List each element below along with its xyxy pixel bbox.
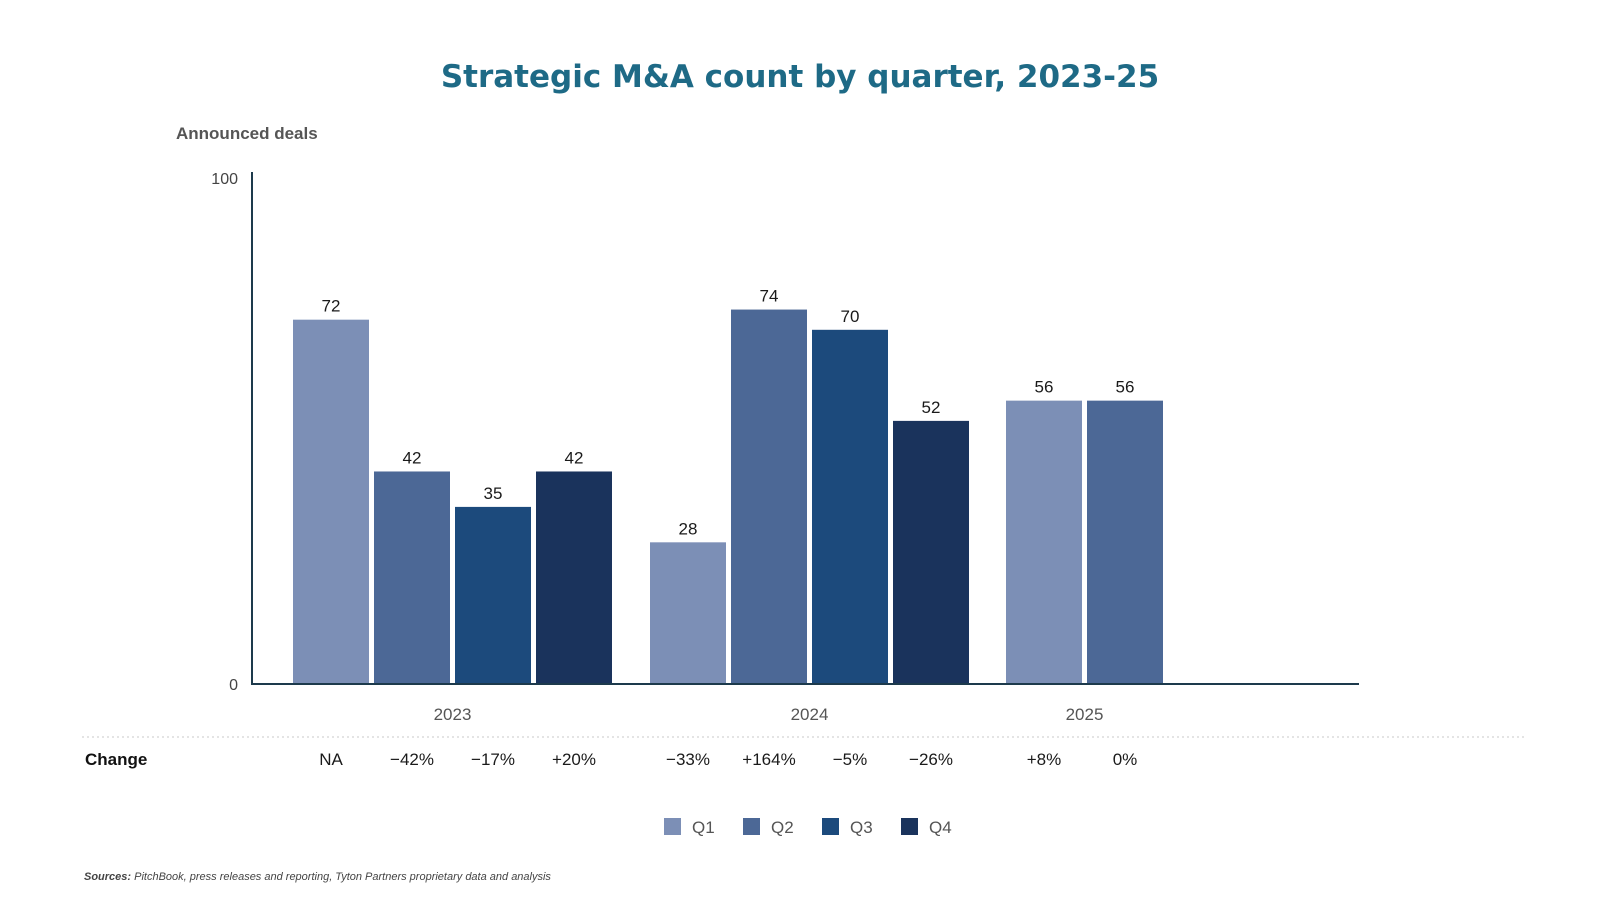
change-value: NA xyxy=(319,750,343,769)
bar-2024-q4 xyxy=(893,420,969,684)
bar-value-label: 52 xyxy=(922,398,941,417)
legend-label-q2: Q2 xyxy=(771,818,794,837)
bar-value-label: 56 xyxy=(1035,378,1054,397)
change-value: −17% xyxy=(471,750,515,769)
bar-2023-q4 xyxy=(536,471,612,684)
group-labels: 2023 2024 2025 xyxy=(434,705,1104,724)
x-group-label: 2023 xyxy=(434,705,472,724)
bar-2025-q2 xyxy=(1087,400,1163,684)
y-axis-label: Announced deals xyxy=(176,124,318,143)
bar-value-label: 74 xyxy=(760,287,779,306)
x-group-label: 2024 xyxy=(791,705,829,724)
sources-label: Sources: xyxy=(84,871,131,883)
y-tick-label: 0 xyxy=(229,677,238,694)
bar-value-label: 56 xyxy=(1116,378,1135,397)
change-value: +164% xyxy=(742,750,795,769)
bar-value-label: 35 xyxy=(484,484,503,503)
sources-text: PitchBook, press releases and reporting,… xyxy=(134,871,551,883)
legend-label-q3: Q3 xyxy=(850,818,873,837)
legend: Q1 Q2 Q3 Q4 xyxy=(664,818,952,837)
bar-2025-q1 xyxy=(1006,400,1082,684)
change-value: +8% xyxy=(1027,750,1062,769)
value-labels: 72 42 35 42 28 74 70 52 56 56 xyxy=(322,287,1135,539)
y-axis-ticks: 0 100 xyxy=(211,171,238,694)
bar-2023-q2 xyxy=(374,471,450,684)
bar-2024-q1 xyxy=(650,542,726,684)
bar-2024-q2 xyxy=(731,309,807,684)
bar-value-label: 72 xyxy=(322,297,341,316)
bar-2024-q3 xyxy=(812,329,888,684)
change-value: 0% xyxy=(1113,750,1138,769)
y-tick-label: 100 xyxy=(211,171,238,188)
change-value: −26% xyxy=(909,750,953,769)
bar-value-label: 28 xyxy=(679,519,698,538)
legend-swatch-q3 xyxy=(822,818,839,835)
sources-note: Sources: PitchBook, press releases and r… xyxy=(84,871,551,883)
change-value: −33% xyxy=(666,750,710,769)
legend-label-q1: Q1 xyxy=(692,818,715,837)
bar-value-label: 70 xyxy=(841,307,860,326)
bar-value-label: 42 xyxy=(565,448,584,467)
bar-2023-q1 xyxy=(293,319,369,684)
change-row-label: Change xyxy=(85,750,147,769)
legend-swatch-q1 xyxy=(664,818,681,835)
legend-swatch-q4 xyxy=(901,818,918,835)
change-row: NA −42% −17% +20% −33% +164% −5% −26% +8% 0% xyxy=(319,750,1137,769)
bars xyxy=(293,309,1163,684)
change-value: −42% xyxy=(390,750,434,769)
bar-value-label: 42 xyxy=(403,448,422,467)
change-value: +20% xyxy=(552,750,596,769)
change-value: −5% xyxy=(833,750,868,769)
chart-title: Strategic M&A count by quarter, 2023-25 xyxy=(441,59,1159,95)
x-group-label: 2025 xyxy=(1066,705,1104,724)
bar-2023-q3 xyxy=(455,506,531,684)
legend-swatch-q2 xyxy=(743,818,760,835)
legend-label-q4: Q4 xyxy=(929,818,952,837)
